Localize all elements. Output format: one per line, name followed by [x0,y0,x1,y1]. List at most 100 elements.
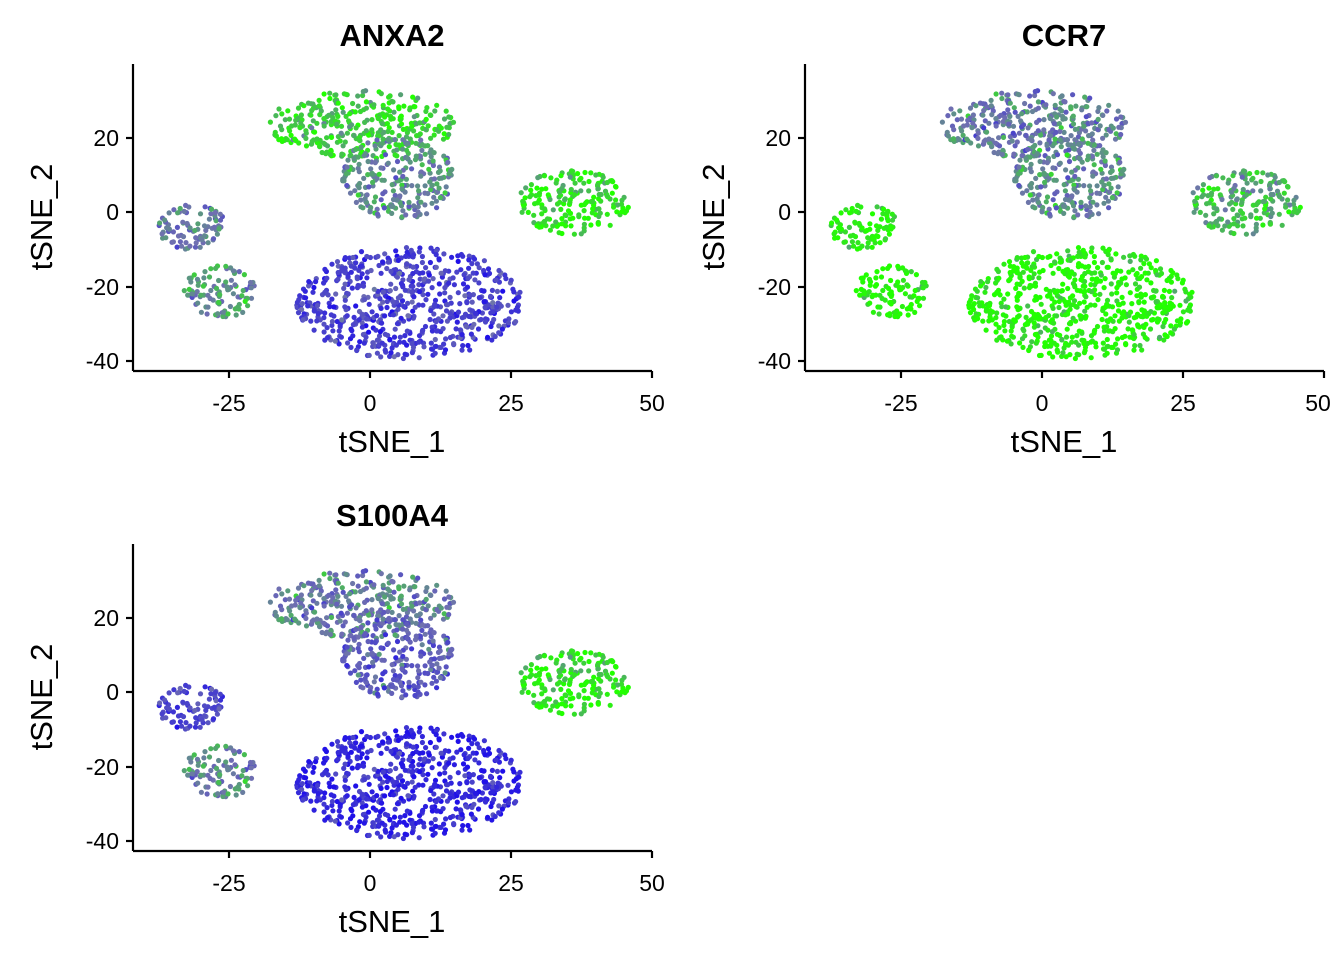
cell-point [293,597,299,603]
cell-point [422,183,428,189]
cell-point [333,572,339,578]
cell-point [443,108,449,114]
cell-point [482,304,488,310]
cell-point [353,303,359,309]
cell-point [1206,200,1212,206]
cell-point [469,261,475,267]
cell-point [273,593,279,599]
cell-point [210,716,217,722]
cell-point [385,137,391,143]
cell-point [247,759,254,766]
cell-point [376,651,382,657]
cell-point [582,695,588,701]
cell-point [1076,249,1082,255]
cell-point [578,188,584,194]
cell-point [397,270,403,276]
cell-point [278,136,285,142]
cell-point [376,171,382,177]
cell-point [427,259,433,266]
cell-point [1188,294,1194,300]
cell-point [1290,201,1297,207]
cell-point [359,271,365,277]
cell-point [382,114,388,120]
cell-point [1052,259,1058,265]
cell-point [325,815,331,821]
cell-point [379,800,385,806]
cell-point [1138,313,1144,319]
cell-point [372,143,378,149]
cell-point [895,263,901,269]
cell-point [1109,168,1115,174]
cell-point [1132,253,1138,259]
cell-point [866,289,872,295]
cell-point [517,289,523,295]
cell-point [378,571,384,577]
cell-point [342,761,348,767]
cell-point [404,328,410,334]
cell-point [1019,190,1026,196]
cell-point [1026,347,1032,354]
cell-point [1095,116,1101,122]
cell-point [1106,102,1112,108]
cell-point [345,754,351,760]
cell-point [443,336,449,342]
cell-point [410,574,416,580]
cell-point [449,166,455,172]
cell-point [358,729,365,735]
cell-point [385,608,391,615]
cell-point [481,267,487,274]
cell-point [321,801,327,807]
cell-point [388,350,394,356]
cell-point [378,645,384,651]
cell-point [410,270,416,277]
cell-point [595,666,601,672]
cell-point [541,653,548,659]
cell-point [422,202,428,208]
cell-point [1154,319,1161,325]
cell-point [455,738,461,745]
cell-point [426,166,432,172]
cell-point [236,269,242,275]
cell-point [494,304,500,310]
cell-point [335,276,341,282]
cell-point [1185,319,1191,325]
cell-point [195,221,201,227]
cell-point [170,719,176,725]
cell-point [1097,190,1103,197]
cell-point [1069,169,1075,175]
cell-point [446,611,452,618]
cell-point [424,691,430,697]
cell-point [382,347,388,353]
cell-point [476,265,482,271]
cell-point [1085,140,1091,146]
cell-point [200,283,206,289]
cell-point [429,662,435,668]
cell-point [1062,99,1068,105]
cell-point [590,686,596,692]
cell-point [1084,104,1090,110]
cell-point [366,809,372,815]
cell-point [382,811,388,817]
cell-point [920,295,927,301]
cell-point [402,287,408,293]
cell-point [187,705,193,711]
cell-point [999,90,1005,96]
cell-point [568,186,574,193]
cell-point [576,212,582,218]
cell-point [1094,323,1101,330]
cell-point [535,175,541,181]
cell-point [412,692,418,699]
cell-point [216,779,222,786]
cell-point [939,119,946,125]
cell-point [390,676,397,683]
cell-point [328,134,335,140]
cell-point [1070,121,1077,127]
cell-point [349,285,355,291]
cell-point [511,289,517,295]
cell-point [315,791,321,797]
cell-point [282,117,288,123]
y-axis-label: tSNE_2 [24,644,59,751]
cell-point [476,280,482,286]
cell-point [428,112,434,118]
cell-point [322,790,328,796]
